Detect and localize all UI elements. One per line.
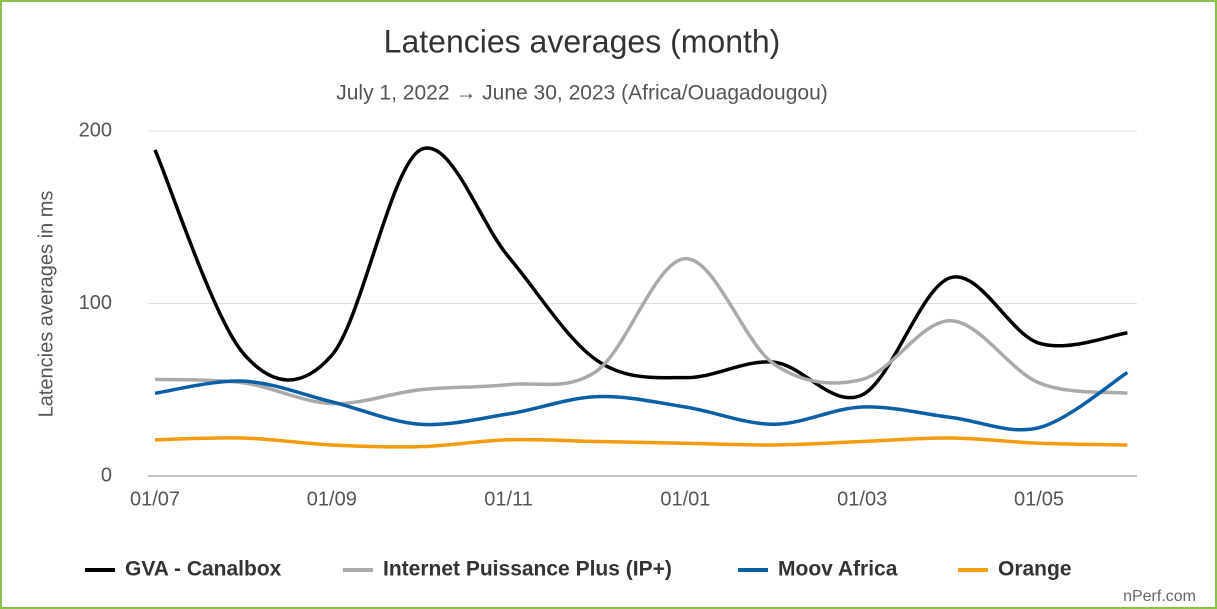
legend-label: Internet Puissance Plus (IP+) [383, 558, 672, 581]
series-line [154, 436, 1128, 449]
chart-title: Latencies averages (month) [384, 23, 781, 59]
x-tick-label: 01/09 [307, 488, 357, 510]
legend-label: Orange [998, 558, 1072, 581]
chart-subtitle: July 1, 2022 → June 30, 2023 (Africa/Oua… [336, 82, 828, 105]
x-tick-label: 01/11 [484, 488, 533, 510]
x-tick-label: 01/03 [837, 488, 887, 510]
legend-label: Moov Africa [778, 558, 898, 581]
y-tick-label: 100 [79, 292, 112, 314]
x-tick-label: 01/07 [130, 488, 180, 510]
legend-label: GVA - Canalbox [125, 558, 282, 581]
x-tick-label: 01/01 [660, 488, 710, 510]
credit: nPerf.com [1123, 588, 1196, 605]
series-line [154, 371, 1129, 432]
series-line [153, 146, 1128, 400]
y-tick-label: 0 [101, 464, 112, 486]
x-tick-label: 01/05 [1014, 488, 1064, 510]
y-axis-label: Latencies averages in ms [35, 191, 57, 418]
y-tick-label: 200 [79, 119, 112, 141]
series-line [154, 256, 1128, 406]
